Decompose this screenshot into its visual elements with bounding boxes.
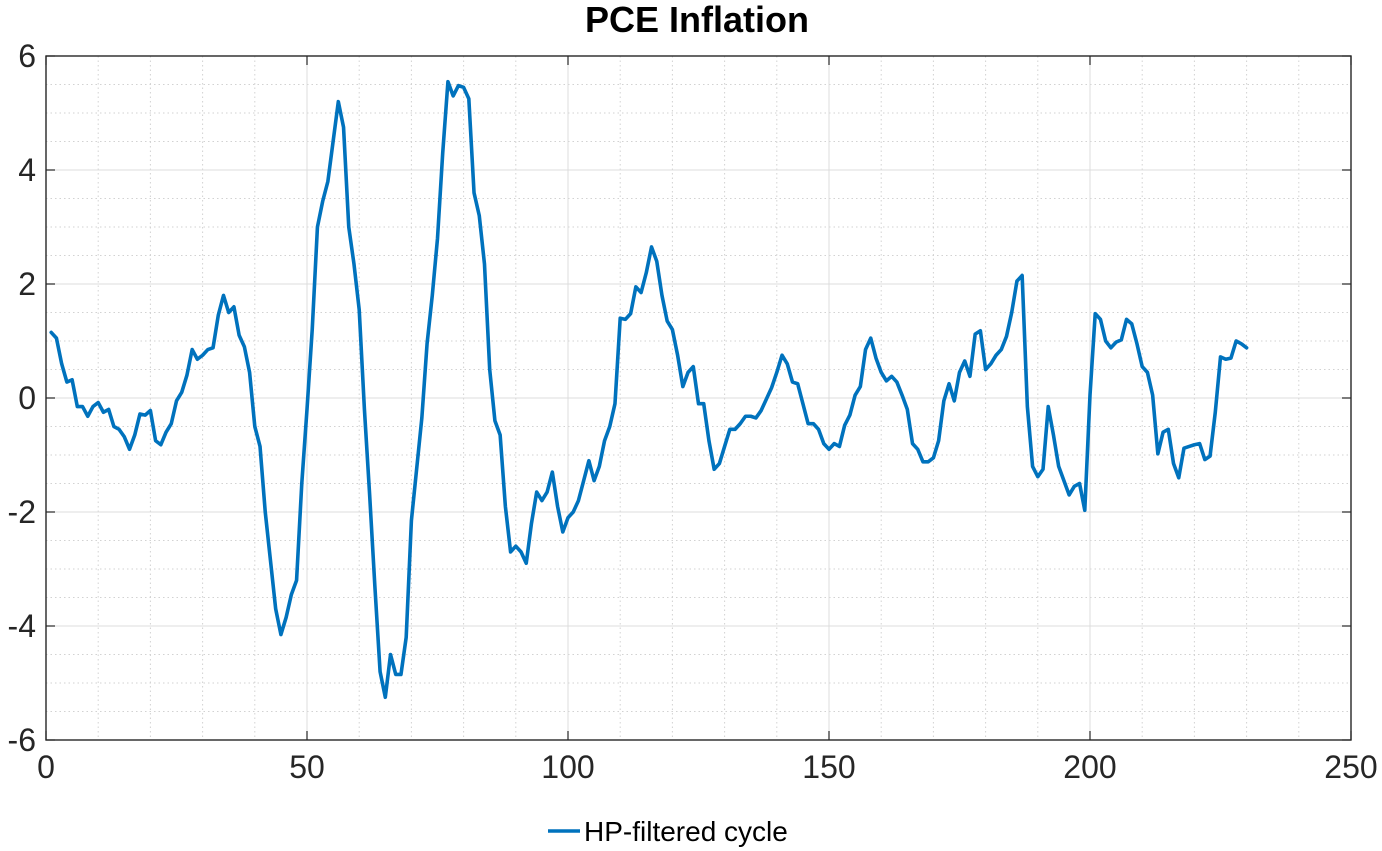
legend: HP-filtered cycle bbox=[548, 816, 788, 847]
y-tick-label: 2 bbox=[18, 266, 36, 302]
y-tick-labels: -6 -4 -2 0 2 4 6 bbox=[8, 38, 36, 758]
y-tick-label: 0 bbox=[18, 380, 36, 416]
x-tick-labels: 0 50 100 150 200 250 bbox=[37, 749, 1378, 785]
y-tick-label: 4 bbox=[18, 152, 36, 188]
x-tick-label: 0 bbox=[37, 749, 55, 785]
x-tick-label: 100 bbox=[541, 749, 594, 785]
y-tick-label: -6 bbox=[8, 722, 36, 758]
x-tick-label: 250 bbox=[1324, 749, 1377, 785]
series-layer bbox=[49, 79, 1249, 700]
x-tick-label: 50 bbox=[289, 749, 325, 785]
tick-marks bbox=[45, 55, 1352, 741]
x-tick-label: 200 bbox=[1063, 749, 1116, 785]
y-tick-label: 6 bbox=[18, 38, 36, 74]
y-tick-label: -2 bbox=[8, 494, 36, 530]
y-tick-label: -4 bbox=[8, 608, 36, 644]
x-tick-label: 150 bbox=[802, 749, 855, 785]
series-line-1 bbox=[49, 79, 1249, 700]
legend-label: HP-filtered cycle bbox=[584, 816, 788, 847]
chart-title: PCE Inflation bbox=[585, 0, 809, 40]
